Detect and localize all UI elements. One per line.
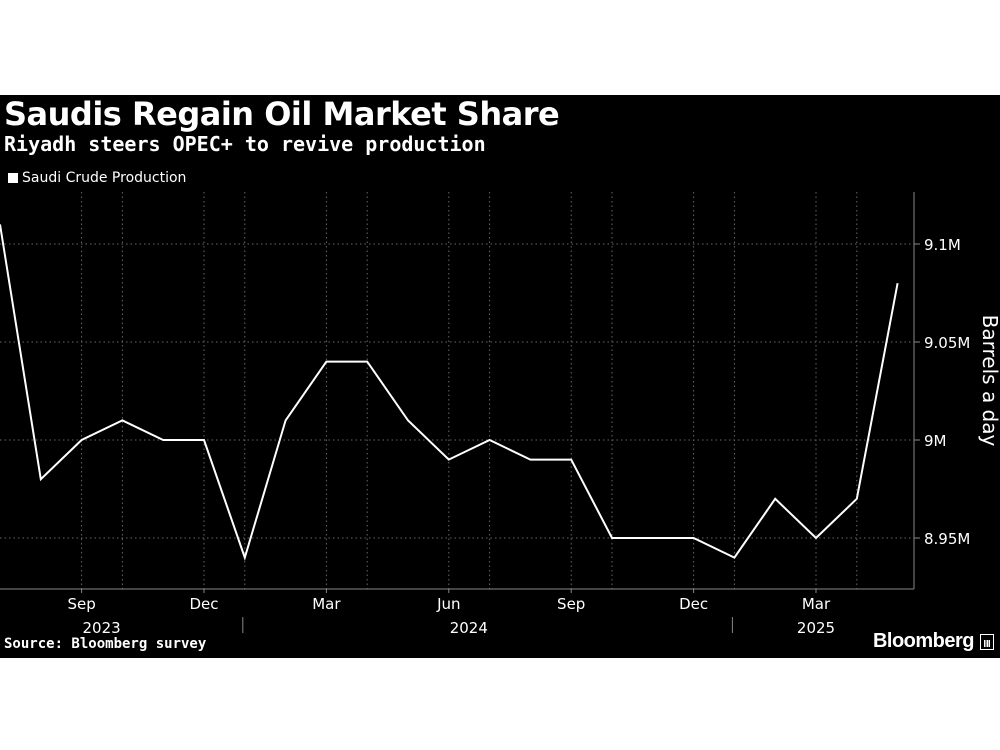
chart-subtitle: Riyadh steers OPEC+ to revive production [4,132,486,156]
x-tick-label: Mar [312,595,341,613]
y-tick-label: 9M [924,432,947,450]
x-tick-label: Sep [67,595,95,613]
chart-title: Saudis Regain Oil Market Share [4,95,560,133]
line-chart: 8.95M 9M 9.05M 9.1M Barrels a day Sep Dec Mar J… [0,192,1000,637]
x-axis-labels: Sep Dec Mar Jun Sep Dec Mar 2023 2024 2025 [67,589,835,637]
x-tick-label: Mar [802,595,831,613]
year-label: 2023 [83,619,121,637]
y-tick-label: 9.05M [924,334,970,352]
brand-logo: Bloomberg [873,630,994,653]
chart-card: Saudis Regain Oil Market Share Riyadh st… [0,95,1000,658]
grid-lines [0,192,914,589]
y-axis-title: Barrels a day [978,315,1000,447]
year-label: 2025 [797,619,835,637]
x-tick-label: Jun [436,595,460,613]
brand-name: Bloomberg [872,630,975,652]
series-layer [0,224,899,561]
legend: Saudi Crude Production [8,170,186,186]
brand-chart-icon [980,633,994,650]
x-tick-label: Sep [557,595,585,613]
legend-swatch [8,173,18,183]
x-tick-label: Dec [189,595,218,613]
year-label: 2024 [450,619,488,637]
x-tick-label: Dec [679,595,708,613]
source-note: Source: Bloomberg survey [4,636,207,652]
year-separators [242,617,733,633]
y-tick-label: 9.1M [924,236,961,254]
y-tick-label: 8.95M [924,530,970,548]
legend-label: Saudi Crude Production [22,170,187,186]
y-axis: 8.95M 9M 9.05M 9.1M Barrels a day [0,192,1000,590]
